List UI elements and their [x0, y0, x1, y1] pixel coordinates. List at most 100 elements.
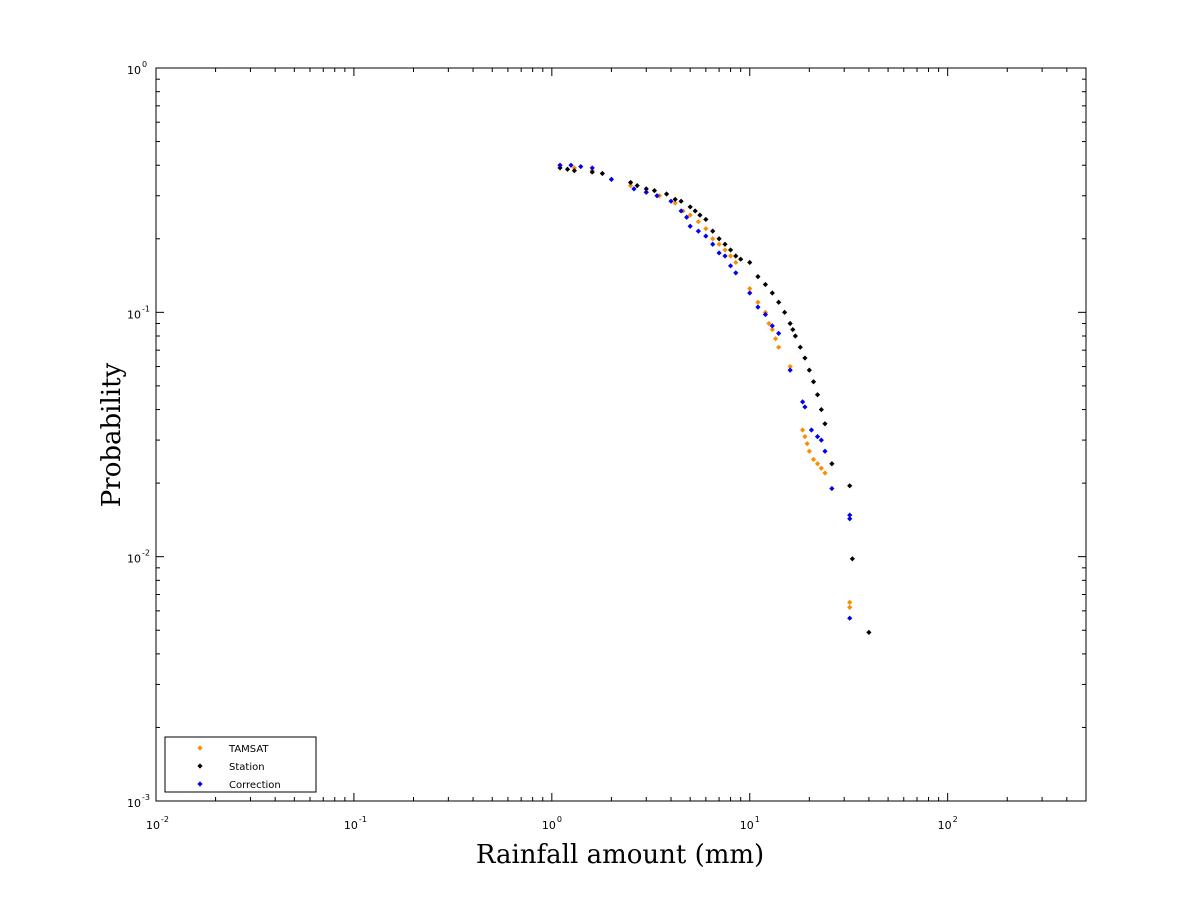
data-point-correction	[808, 427, 815, 433]
data-point-station	[710, 228, 716, 234]
data-point-correction	[787, 367, 793, 373]
data-point-tamsat	[772, 336, 779, 342]
data-point-correction	[710, 241, 716, 247]
data-point-station	[802, 355, 808, 361]
y-tick-exponent: -1	[142, 304, 150, 313]
data-point-correction	[814, 434, 821, 440]
data-point-correction	[747, 290, 753, 296]
data-point-tamsat	[804, 441, 810, 447]
data-point-correction	[631, 186, 637, 192]
data-point-correction	[703, 233, 709, 239]
data-point-correction	[643, 189, 649, 195]
data-point-tamsat	[787, 363, 793, 370]
data-point-correction	[722, 253, 728, 259]
y-tick-exponent: 0	[142, 60, 147, 69]
data-point-correction	[589, 165, 595, 171]
data-point-correction	[678, 208, 684, 214]
data-point-tamsat	[627, 183, 634, 189]
data-point-correction	[668, 198, 674, 204]
data-point-station	[727, 247, 734, 253]
data-point-station	[847, 483, 853, 489]
data-point-tamsat	[810, 456, 817, 463]
data-point-station	[643, 186, 649, 192]
data-point-correction	[608, 176, 615, 182]
y-tick-label: 10	[127, 64, 141, 77]
data-point-tamsat	[747, 286, 753, 292]
legend-label-tamsat: TAMSAT	[228, 744, 269, 755]
x-tick-exponent: -2	[161, 815, 169, 824]
data-point-tamsat	[806, 448, 812, 454]
legend-label-correction: Correction	[229, 780, 281, 791]
data-point-tamsat	[703, 226, 709, 232]
data-point-correction	[687, 223, 693, 229]
data-point-tamsat	[710, 236, 716, 242]
data-point-station	[747, 259, 753, 266]
data-point-correction	[684, 214, 690, 220]
data-point-tamsat	[802, 434, 808, 440]
data-point-correction	[776, 330, 782, 336]
data-point-correction	[847, 615, 853, 621]
data-point-station	[557, 165, 563, 171]
data-point-station	[810, 379, 817, 385]
data-point-tamsat	[722, 247, 728, 253]
y-tick-label: 10	[127, 308, 141, 321]
legend-marker-station	[197, 763, 203, 769]
plot-frame	[155, 67, 1087, 802]
data-point-station	[792, 333, 798, 339]
y-tick-exponent: -2	[142, 549, 150, 558]
tick-labels: 10 -2 10 -1 10 0 10 1 10 210 -310 -210 -110 0	[127, 60, 958, 832]
x-tick-label: 10	[146, 819, 160, 832]
data-point-station	[651, 187, 658, 194]
x-tick-label: 10	[740, 819, 754, 832]
data-point-station	[849, 556, 855, 562]
data-point-station	[818, 406, 824, 413]
data-point-station	[776, 299, 782, 305]
data-point-station	[564, 166, 571, 172]
data-point-correction	[568, 162, 574, 168]
data-point-tamsat	[687, 212, 693, 218]
data-point-correction	[578, 163, 584, 170]
data-point-correction	[716, 250, 722, 256]
x-tick-label: 10	[542, 819, 556, 832]
data-point-tamsat	[727, 253, 734, 259]
data-point-correction	[755, 304, 761, 310]
data-point-tamsat	[818, 465, 824, 471]
data-point-correction	[802, 404, 808, 410]
x-tick-label: 10	[938, 819, 952, 832]
y-tick-label: 10	[127, 797, 141, 810]
data-point-correction	[800, 399, 806, 405]
data-point-station	[678, 198, 684, 204]
x-axis-label: Rainfall amount (mm)	[476, 840, 764, 870]
data-point-tamsat	[847, 599, 853, 605]
data-point-tamsat	[847, 604, 853, 610]
data-point-tamsat	[766, 320, 772, 327]
data-point-correction	[695, 228, 701, 234]
data-point-tamsat	[571, 165, 577, 171]
data-point-tamsat	[733, 259, 739, 266]
data-point-station	[733, 253, 739, 259]
data-point-station	[822, 421, 828, 427]
data-point-station	[722, 241, 728, 247]
data-point-tamsat	[800, 427, 806, 433]
data-point-station	[599, 170, 605, 177]
x-tick-exponent: 1	[755, 815, 760, 824]
data-point-station	[589, 169, 595, 175]
data-point-station	[787, 320, 793, 327]
data-point-station	[829, 461, 835, 467]
data-point-tamsat	[822, 470, 828, 476]
data-point-station	[738, 256, 744, 262]
data-point-correction	[727, 263, 734, 269]
data-point-correction	[818, 437, 824, 443]
legend-box	[164, 736, 317, 793]
data-point-station	[866, 629, 872, 635]
data-point-station	[716, 236, 722, 242]
data-point-correction	[762, 311, 769, 318]
data-point-tamsat	[755, 299, 761, 305]
data-point-correction	[654, 193, 660, 199]
data-point-station	[781, 309, 788, 315]
x-tick-exponent: 2	[953, 815, 958, 824]
data-point-tamsat	[672, 200, 678, 206]
data-point-station	[627, 179, 634, 186]
data-point-tamsat	[814, 461, 821, 467]
